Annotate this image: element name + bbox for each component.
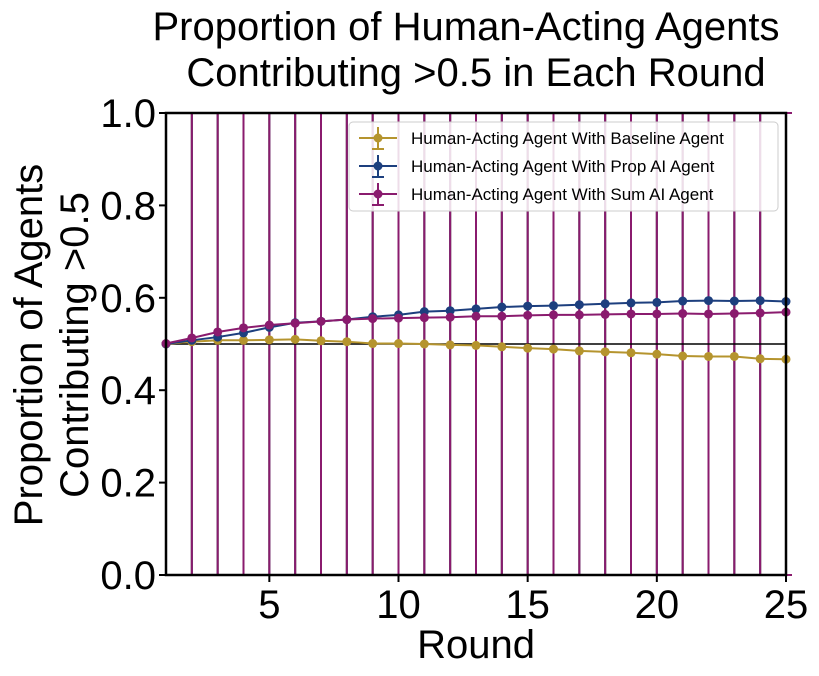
data-point [574, 300, 584, 310]
data-point [600, 347, 610, 357]
data-point [419, 339, 429, 349]
legend: Human-Acting Agent With Baseline Agent Hu… [348, 121, 779, 212]
data-point [394, 313, 403, 323]
x-tick-label: 15 [505, 583, 550, 627]
data-point [445, 340, 455, 350]
data-point [652, 297, 662, 307]
data-point [678, 309, 688, 319]
data-point [290, 318, 300, 328]
data-point [316, 316, 326, 326]
data-point [290, 334, 300, 344]
x-tick-label: 25 [764, 583, 809, 627]
data-point [239, 335, 248, 345]
legend-marker [373, 161, 383, 171]
x-tick-label: 20 [635, 583, 680, 627]
data-point [626, 298, 636, 308]
data-point [523, 310, 533, 320]
y-axis-ticks: 0.0 0.2 0.4 0.6 0.8 1.0 [100, 92, 166, 598]
data-point [471, 304, 481, 314]
data-point [239, 323, 248, 333]
legend-marker [373, 189, 383, 199]
data-point [755, 308, 765, 318]
data-point [549, 310, 558, 320]
data-point [497, 342, 507, 352]
data-point [704, 296, 713, 306]
legend-entry-2: Human-Acting Agent With Prop AI Agent [359, 155, 715, 178]
data-point [342, 337, 352, 347]
data-point [574, 346, 584, 356]
data-point [471, 340, 481, 350]
data-point [626, 348, 636, 358]
data-point [368, 339, 378, 349]
y-tick-label: 0.4 [100, 369, 156, 413]
data-point [264, 335, 274, 345]
legend-entry-3: Human-Acting Agent With Sum AI Agent [359, 183, 714, 206]
data-point [729, 296, 739, 306]
chart-title-line-2: Contributing >0.5 in Each Round [186, 51, 765, 95]
legend-entry-1: Human-Acting Agent With Baseline Agent [359, 127, 724, 150]
data-point [213, 327, 223, 337]
data-point [729, 351, 739, 361]
data-point [264, 320, 274, 330]
data-point [678, 351, 688, 361]
legend-marker [373, 133, 383, 143]
x-axis-ticks: 5 10 15 20 25 [258, 575, 808, 627]
data-point [652, 309, 662, 319]
y-tick-label: 0.2 [100, 462, 156, 506]
data-point [704, 309, 713, 319]
data-point [600, 299, 610, 309]
data-point [574, 310, 584, 320]
data-point [445, 312, 455, 322]
data-point [342, 315, 352, 325]
chart-title-line-1: Proportion of Human-Acting Agents [152, 5, 779, 49]
y-tick-label: 0.6 [100, 277, 156, 321]
data-point [652, 349, 662, 359]
legend-label: Human-Acting Agent With Sum AI Agent [411, 185, 714, 204]
data-point [368, 314, 378, 324]
data-point [549, 301, 558, 311]
legend-box [348, 121, 779, 212]
data-point [523, 301, 533, 311]
legend-label: Human-Acting Agent With Baseline Agent [411, 129, 724, 148]
data-point [316, 336, 326, 346]
y-tick-label: 1.0 [100, 92, 156, 136]
data-point [755, 296, 765, 306]
data-point [729, 309, 739, 319]
x-axis-label: Round [417, 623, 535, 667]
data-point [626, 309, 636, 319]
data-point [600, 309, 610, 319]
data-point [187, 333, 197, 343]
data-point [419, 313, 429, 323]
y-axis-label-line-1: Proportion of Agents [7, 164, 51, 526]
data-point [523, 343, 533, 353]
y-tick-label: 0.0 [100, 554, 156, 598]
x-tick-label: 5 [258, 583, 280, 627]
axes-frame [164, 111, 788, 577]
data-point [394, 339, 403, 349]
data-point [445, 306, 455, 316]
data-point [471, 311, 481, 321]
data-point [678, 296, 688, 306]
series-1 [161, 334, 791, 364]
data-point [549, 344, 558, 354]
data-point [755, 354, 765, 364]
data-point [497, 311, 507, 321]
y-axis-label-line-2: Contributing >0.5 [53, 192, 97, 498]
data-point [497, 302, 507, 312]
y-tick-label: 0.8 [100, 184, 156, 228]
data-point [704, 351, 713, 361]
x-tick-label: 10 [376, 583, 421, 627]
legend-label: Human-Acting Agent With Prop AI Agent [411, 157, 715, 176]
